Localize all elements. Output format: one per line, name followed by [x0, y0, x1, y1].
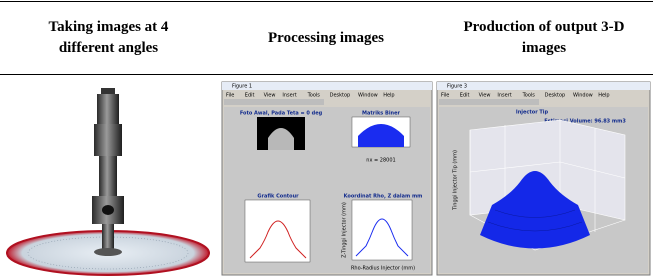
menu-item: File	[441, 93, 449, 99]
header-text: Processing images	[268, 28, 384, 49]
header-rule	[0, 74, 653, 75]
menu-item: View	[479, 93, 491, 99]
menu-item: Help	[383, 93, 394, 99]
menu-item: Desktop	[545, 93, 566, 99]
menu-item: Window	[573, 93, 593, 99]
menu-item: Help	[598, 93, 609, 99]
processing-window: Figure 1 File Edit View Insert Tools Desktop W…	[222, 82, 432, 275]
menu-item: Edit	[460, 93, 470, 99]
panel-title: Koordinat Rho, Z dalam mm	[344, 194, 423, 200]
menu-item: File	[226, 93, 234, 99]
panel-title: Matriks Biner	[362, 111, 400, 117]
panel-title: Grafik Contour	[257, 194, 299, 200]
window-title: Figure 1	[232, 84, 252, 90]
menu-item: Insert	[282, 93, 296, 99]
page: Taking images at 4 different angles Proc…	[0, 0, 653, 277]
menu-item: Desktop	[330, 93, 351, 99]
panel-note: nx = 28001	[366, 158, 395, 164]
window-title: Figure 3	[447, 84, 467, 90]
header-text: Taking images at 4 different angles	[34, 17, 184, 59]
panel-title: Foto Awal, Pada Teta = 0 deg	[240, 111, 323, 117]
menu-item: Window	[358, 93, 378, 99]
menu-item: Tools	[307, 93, 321, 99]
axis-label: Tinggi Injector Tip (mm)	[453, 150, 459, 211]
header-text: Production of output 3-D images	[452, 17, 637, 59]
menu-item: Edit	[245, 93, 255, 99]
header-cell: Processing images	[217, 2, 435, 74]
header-cell: Production of output 3-D images	[435, 2, 653, 74]
plot-title: Injector Tip	[516, 110, 549, 116]
injector-photo	[7, 88, 209, 275]
header-cell: Taking images at 4 different angles	[0, 2, 217, 74]
axis-label: Rho-Radius Injector (mm)	[351, 266, 415, 272]
menu-item: View	[264, 93, 276, 99]
images: Figure 1 File Edit View Insert Tools Desktop W…	[0, 76, 653, 277]
menu-item: Insert	[497, 93, 511, 99]
menu-item: Tools	[522, 93, 536, 99]
output-window: Figure 3 File Edit View Insert Tools Desktop W…	[437, 82, 650, 275]
axis-label: Z-Tinggi Injector (mm)	[342, 202, 348, 258]
